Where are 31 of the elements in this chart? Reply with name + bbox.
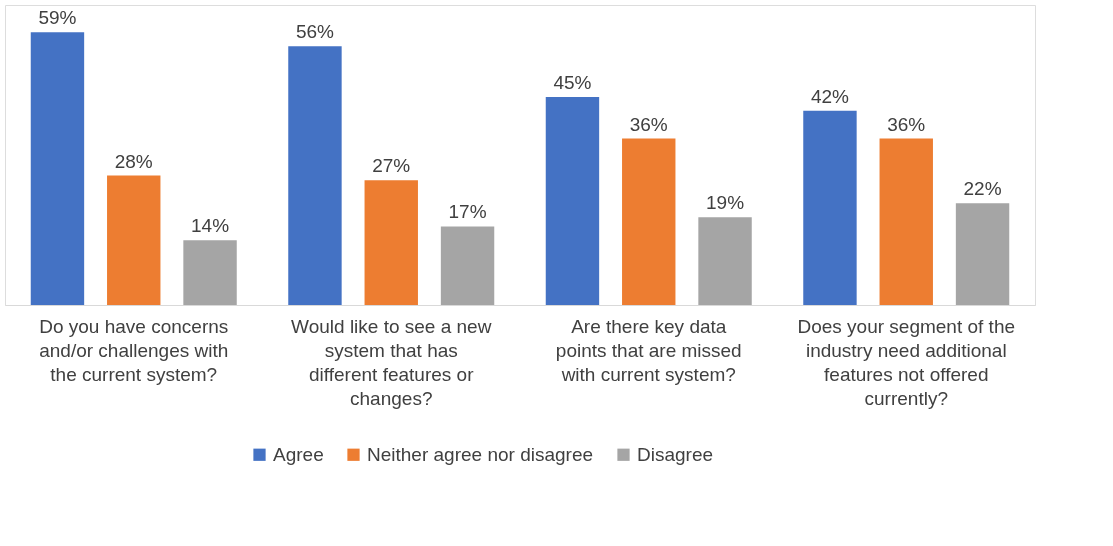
data-label: 22%: [963, 178, 1002, 200]
bar: [803, 110, 857, 305]
data-label: 28%: [114, 150, 153, 172]
data-label: 59%: [38, 7, 77, 29]
data-label: 42%: [810, 85, 850, 107]
legend-label: Neither agree nor disagree: [367, 443, 594, 465]
data-label: 19%: [706, 192, 745, 214]
bar: [955, 203, 1010, 305]
data-label: 56%: [295, 21, 335, 43]
bar: [440, 226, 495, 305]
legend-label: Disagree: [637, 443, 714, 465]
x-tick-label: Do you have concerns and/or challenges with the current system?: [39, 315, 229, 385]
data-label: 36%: [629, 113, 668, 135]
bar: [879, 138, 933, 305]
bar: [698, 217, 752, 305]
x-tick-label: Are there key data points that are missed with current system?: [555, 315, 742, 385]
bar: [30, 32, 85, 305]
bar: [364, 180, 418, 305]
bar: [107, 175, 161, 305]
bar: [622, 138, 676, 305]
bar: [183, 240, 237, 305]
data-label: 17%: [448, 201, 487, 223]
data-label: 27%: [372, 155, 411, 177]
x-tick-label: Does your segment of the industry need additional features not offered currently?: [797, 315, 1016, 409]
data-label: 45%: [553, 71, 592, 93]
legend-label: Agree: [273, 443, 324, 465]
x-tick-label: Would like to see a new system that has different features or changes?: [291, 315, 492, 409]
bar: [288, 46, 342, 305]
bar: [545, 96, 600, 305]
data-label: 14%: [191, 215, 230, 237]
data-label: 36%: [887, 113, 926, 135]
